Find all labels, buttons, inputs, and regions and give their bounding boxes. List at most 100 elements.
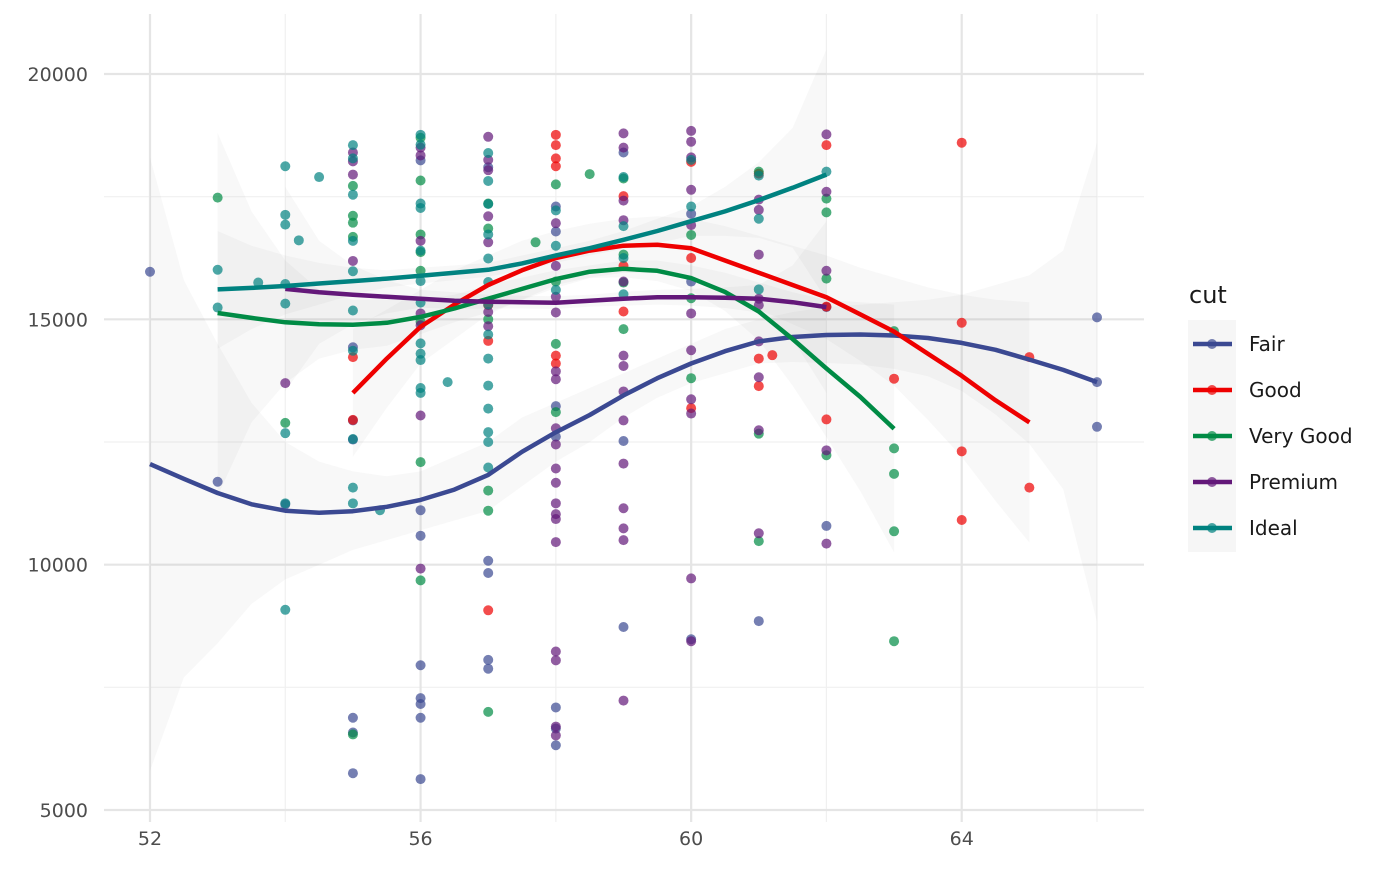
good-point [550, 350, 561, 361]
fair-point [1092, 421, 1102, 432]
fair-point [415, 660, 426, 671]
premium-point [618, 695, 629, 706]
premium-point [483, 306, 494, 317]
fair-point [415, 774, 426, 785]
good-point [956, 446, 967, 457]
ideal-point [618, 253, 629, 263]
very-good-point [753, 536, 764, 547]
fair-point [550, 702, 561, 713]
very-good-point [483, 485, 494, 496]
ideal-point [483, 380, 494, 391]
legend-key-point-fair [1207, 339, 1217, 349]
legend-title: cut [1189, 281, 1227, 309]
fair-point [618, 436, 629, 447]
very-good-point [889, 526, 900, 537]
good-point [956, 317, 967, 328]
legend: cut Fair Good Very Good Premium Ideal [1188, 281, 1353, 552]
premium-point [618, 142, 629, 153]
legend-key-point-good [1207, 385, 1217, 395]
good-point [618, 306, 629, 317]
fair-point [686, 208, 697, 219]
premium-point [415, 150, 426, 161]
very-good-point [618, 324, 629, 335]
very-good-point [821, 207, 832, 218]
good-point [550, 129, 561, 140]
ideal-point [483, 462, 494, 473]
premium-point [550, 498, 561, 509]
ideal-point [280, 428, 291, 439]
good-point [347, 414, 358, 425]
fair-point [483, 663, 494, 674]
confidence-bands [150, 49, 1097, 771]
premium-point [618, 276, 629, 287]
very-good-point [483, 706, 494, 717]
ideal-point [212, 264, 223, 275]
very-good-point [686, 229, 697, 240]
very-good-point [550, 338, 561, 349]
ideal-point [293, 235, 304, 246]
fair-point [821, 520, 832, 531]
legend-label-premium: Premium [1249, 470, 1338, 494]
premium-point [550, 291, 561, 302]
fair-point [145, 266, 155, 277]
good-point [550, 153, 561, 164]
ideal-point [483, 353, 494, 364]
premium-point [550, 477, 561, 488]
very-good-point [212, 192, 223, 203]
premium-point [415, 235, 426, 246]
premium-point [550, 260, 561, 271]
ideal-point [415, 129, 426, 140]
fair-point [347, 712, 358, 723]
good-point [889, 373, 900, 384]
premium-point [550, 366, 561, 377]
ideal-point [483, 403, 494, 414]
premium-point [686, 394, 697, 405]
premium-point [550, 439, 561, 450]
premium-point [550, 721, 561, 732]
very-good-point [483, 314, 494, 325]
fair-point [483, 654, 494, 665]
premium-point [686, 636, 697, 647]
premium-point [686, 345, 697, 356]
ideal-point [753, 213, 764, 224]
legend-label-fair: Fair [1249, 332, 1285, 356]
y-tick-label: 5000 [40, 800, 88, 822]
good-confidence-band [352, 216, 1030, 543]
very-good-point [686, 373, 697, 384]
fair-point [347, 768, 358, 779]
premium-point [550, 374, 561, 385]
ideal-smooth-line [217, 172, 828, 292]
premium-point [686, 125, 697, 136]
ideal-point [483, 437, 494, 447]
ideal-point [483, 427, 494, 438]
good-point [686, 253, 697, 263]
ideal-point [253, 277, 264, 288]
ideal-point [280, 219, 291, 230]
premium-point [821, 129, 832, 140]
premium-point [753, 425, 764, 436]
very-good-point [889, 443, 900, 454]
premium-point [753, 528, 764, 539]
premium-point [347, 255, 358, 266]
ideal-point [280, 298, 291, 309]
ideal-point [483, 253, 494, 264]
premium-point [618, 128, 629, 139]
very-good-point [821, 273, 832, 284]
x-tick-label: 56 [408, 828, 432, 850]
ideal-point [415, 383, 426, 394]
premium-point [483, 154, 494, 165]
very-good-point [821, 193, 832, 204]
y-tick-label: 15000 [28, 309, 88, 331]
legend-key-point-premium [1207, 477, 1217, 487]
ideal-confidence-band [217, 49, 827, 349]
very-good-point [530, 237, 541, 248]
premium-point [347, 169, 358, 180]
ideal-point [314, 172, 325, 183]
premium-point [550, 307, 561, 318]
premium-point [686, 573, 697, 584]
premium-point [550, 655, 561, 666]
premium-point [483, 211, 494, 222]
premium-point [821, 265, 832, 276]
very-good-point [584, 169, 595, 180]
